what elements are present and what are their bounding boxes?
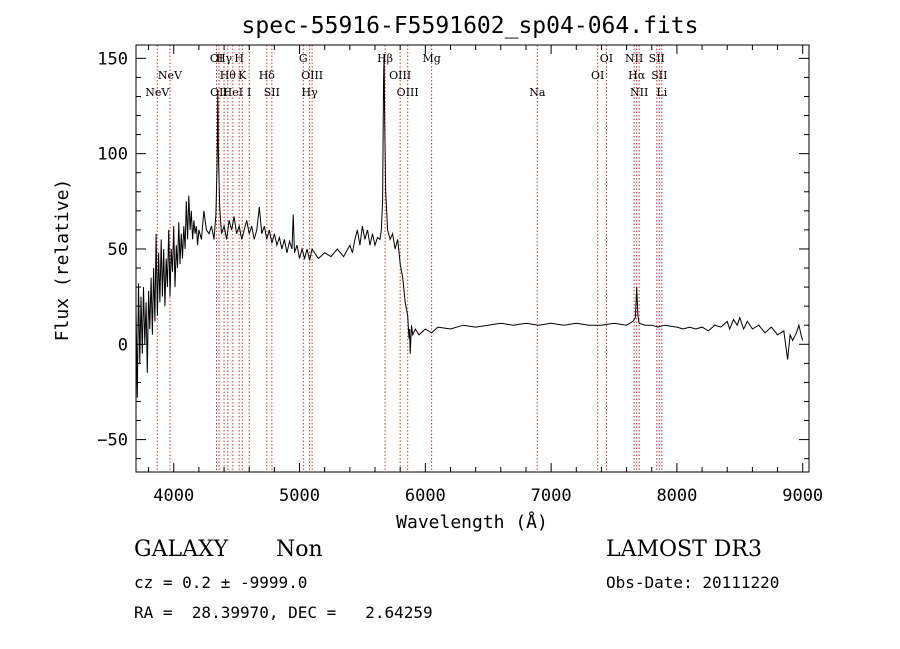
y-tick-label: 100 (97, 145, 128, 165)
observation-date: Obs-Date: 20111220 (606, 573, 780, 592)
y-tick-label: 0 (118, 335, 128, 355)
plot-frame (135, 44, 810, 473)
object-subclass: Non (276, 537, 323, 562)
line-marker-label: Hβ (377, 52, 393, 65)
line-marker-label: Hα (628, 69, 646, 82)
x-tick-label: 5000 (279, 486, 320, 506)
y-tick-label: −50 (97, 431, 128, 451)
line-marker-label: SII (651, 69, 667, 82)
x-tick-label: 7000 (531, 486, 572, 506)
line-marker-label: G (299, 52, 308, 65)
line-marker-label: SII (649, 52, 665, 65)
line-marker-label: HeI (223, 86, 243, 99)
x-axis: 4000 5000 6000 7000 8000 9000 (148, 45, 823, 506)
line-marker-label: OI (210, 52, 223, 65)
line-marker-label: Li (656, 86, 667, 99)
coordinates: RA = 28.39970, DEC = 2.64259 (134, 603, 433, 622)
line-marker-label: NeV (145, 86, 170, 99)
x-tick-label: 9000 (782, 486, 823, 506)
y-axis-label: Flux (relative) (52, 179, 73, 342)
line-marker-label: Na (529, 86, 546, 99)
y-axis: −50 0 50 100 150 (97, 49, 809, 460)
line-marker-label: Hθ (220, 69, 237, 82)
line-marker-label: Mg (422, 52, 440, 65)
line-marker-label: I (247, 86, 251, 99)
line-marker-label: OI (600, 52, 613, 65)
survey-name: LAMOST DR3 (606, 537, 762, 562)
x-tick-label: 6000 (405, 486, 446, 506)
emission-line-labels: NeV NeV OI OII Hγ Hθ HeI HKI Hδ SII G OIII Hγ Hβ OIII O… (145, 52, 667, 99)
line-marker-label: Hγ (216, 52, 233, 65)
line-marker-label: OIII (397, 86, 419, 99)
line-marker-label: OI (591, 69, 604, 82)
line-marker-label: Hδ (259, 69, 276, 82)
line-marker-label: OIII (301, 69, 323, 82)
y-tick-label: 150 (97, 49, 128, 69)
x-tick-label: 4000 (153, 486, 194, 506)
line-marker-label: K (238, 69, 247, 82)
line-marker-label: NeV (158, 69, 183, 82)
object-class: GALAXY (134, 537, 229, 562)
line-marker-label: Hγ (302, 86, 319, 99)
spectrum-line (135, 54, 804, 398)
line-marker-label: OII (210, 86, 228, 99)
line-marker-label: OIII (389, 69, 411, 82)
line-marker-label: NII (625, 52, 643, 65)
x-axis-label: Wavelength (Å) (396, 511, 548, 533)
chart-title: spec-55916-F5591602_sp04-064.fits (242, 13, 699, 39)
line-marker-label: SII (264, 86, 280, 99)
emission-line-markers (156, 45, 663, 472)
y-tick-label: 50 (108, 240, 128, 260)
line-marker-label: NII (630, 86, 648, 99)
x-tick-label: 8000 (656, 486, 697, 506)
redshift-value: cz = 0.2 ± -9999.0 (134, 573, 308, 592)
line-marker-label: H (234, 52, 244, 65)
